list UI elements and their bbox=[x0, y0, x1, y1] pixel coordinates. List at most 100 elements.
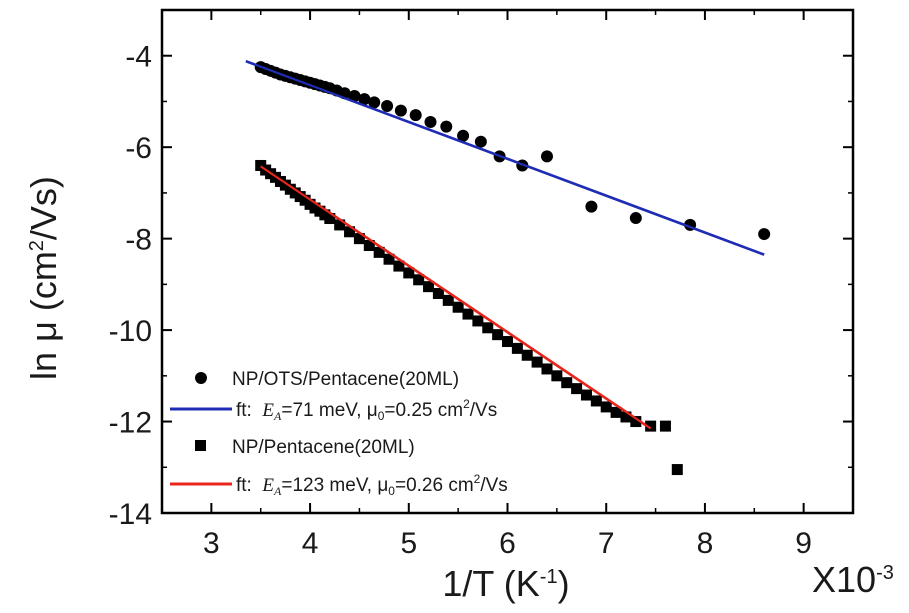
legend-label-fit-1: ft: EA=71 meV, μ0=0.25 cm2/Vs bbox=[236, 397, 497, 423]
data-point-series-2 bbox=[472, 315, 484, 327]
fit-1-mu-value: =0.25 cm bbox=[384, 400, 463, 421]
y-tick-label: -14 bbox=[109, 498, 152, 531]
data-point-series-2 bbox=[482, 322, 494, 334]
fit-1-prefix: ft: bbox=[236, 400, 262, 421]
data-point-series-2 bbox=[344, 226, 356, 238]
data-point-series-2 bbox=[541, 363, 553, 375]
data-point-series-1 bbox=[474, 135, 487, 148]
fit-1-mu-sub: 0 bbox=[378, 409, 385, 423]
legend-label-fit-2: ft: EA=123 meV, μ0=0.26 cm2/Vs bbox=[236, 472, 508, 498]
data-point-series-1 bbox=[540, 150, 553, 163]
legend-marker-square bbox=[195, 440, 206, 451]
data-point-series-2 bbox=[432, 288, 444, 300]
data-point-series-2 bbox=[511, 342, 523, 354]
x-axis-title-close: ) bbox=[558, 563, 570, 604]
data-point-series-2 bbox=[413, 274, 425, 286]
data-point-series-2 bbox=[645, 420, 657, 432]
x-tick-label: 6 bbox=[499, 527, 516, 560]
fit-2-ea-symbol: E bbox=[261, 475, 274, 496]
x-axis-title-sup: -1 bbox=[540, 566, 558, 588]
legend-entry-series-2: NP/Pentacene(20ML) bbox=[195, 437, 415, 458]
y-tick-label: -12 bbox=[109, 407, 152, 440]
legend-entry-series-1: NP/OTS/Pentacene(20ML) bbox=[195, 369, 459, 390]
fit-1-unit-tail: /Vs bbox=[470, 400, 497, 421]
data-point-series-1 bbox=[409, 109, 422, 122]
x-axis-multiplier-exp: -3 bbox=[876, 562, 894, 584]
fit-line-overlay-1 bbox=[245, 60, 765, 256]
data-point-series-2 bbox=[580, 389, 592, 401]
x-tick-label: 8 bbox=[697, 527, 714, 560]
data-point-series-2 bbox=[492, 329, 504, 341]
data-point-series-1 bbox=[358, 93, 371, 106]
y-tick-label: -6 bbox=[125, 132, 152, 165]
data-point-series-2 bbox=[620, 411, 632, 423]
data-point-series-2 bbox=[452, 301, 464, 313]
data-point-series-1 bbox=[440, 120, 453, 133]
fit-2-unit-sup: 2 bbox=[474, 472, 481, 486]
x-tick-label: 9 bbox=[795, 527, 812, 560]
x-axis-multiplier-base: X10 bbox=[812, 559, 876, 600]
legend-label-series-2: NP/Pentacene(20ML) bbox=[232, 437, 415, 458]
y-tick-label: -10 bbox=[109, 315, 152, 348]
x-tick-label: 7 bbox=[598, 527, 615, 560]
data-point-series-2 bbox=[571, 383, 583, 395]
y-axis-title-sup: 2 bbox=[26, 240, 48, 251]
x-tick-label: 5 bbox=[400, 527, 417, 560]
x-tick-label: 4 bbox=[302, 527, 319, 560]
data-point-series-2 bbox=[353, 233, 365, 245]
fit-1-unit-sup: 2 bbox=[463, 397, 470, 411]
data-point-series-2 bbox=[600, 401, 612, 413]
fit-2-mu-value: =0.26 cm bbox=[395, 475, 474, 496]
data-point-series-2 bbox=[610, 406, 622, 418]
plot-area bbox=[245, 59, 771, 476]
data-point-series-1 bbox=[629, 212, 642, 225]
data-point-series-1 bbox=[394, 104, 407, 117]
data-point-series-2 bbox=[502, 336, 513, 348]
x-axis-title-main: 1/T (K bbox=[442, 563, 539, 604]
axes: 3 4 5 6 7 8 9 -4 -6 -8 -10 -12 -14 bbox=[109, 8, 855, 560]
y-axis-title-close: /Vs) bbox=[23, 176, 64, 240]
data-point-series-2 bbox=[363, 239, 375, 251]
fit-line-overlay-2 bbox=[260, 165, 652, 430]
data-point-series-2 bbox=[403, 267, 415, 279]
legend: NP/OTS/Pentacene(20ML) ft: EA=71 meV, μ0… bbox=[170, 369, 508, 498]
data-point-series-2 bbox=[561, 377, 573, 389]
fit-2-unit-tail: /Vs bbox=[480, 475, 507, 496]
data-point-series-2 bbox=[334, 219, 346, 231]
data-point-series-1 bbox=[457, 129, 470, 142]
legend-marker-circle bbox=[195, 372, 207, 384]
data-point-series-2 bbox=[551, 370, 563, 382]
data-point-series-1 bbox=[348, 89, 361, 102]
data-point-series-2 bbox=[521, 349, 533, 361]
y-axis-title: ln μ (cm2/Vs) bbox=[23, 176, 64, 380]
y-axis-title-main: ln μ (cm bbox=[23, 251, 64, 380]
legend-entry-fit-1: ft: EA=71 meV, μ0=0.25 cm2/Vs bbox=[170, 397, 497, 423]
data-point-series-2 bbox=[383, 253, 395, 265]
fit-2-mu-sub: 0 bbox=[388, 484, 395, 498]
data-point-series-2 bbox=[393, 260, 405, 272]
legend-entry-fit-2: ft: EA=123 meV, μ0=0.26 cm2/Vs bbox=[170, 472, 508, 498]
data-point-series-2 bbox=[423, 281, 435, 293]
fit-2-ea-value: =123 meV, bbox=[281, 475, 377, 496]
x-axis-title: 1/T (K-1) bbox=[442, 563, 569, 604]
fit-2-ea-sub: A bbox=[273, 484, 282, 498]
data-point-series-2 bbox=[442, 294, 454, 306]
fit-2-mu-symbol: μ bbox=[377, 475, 388, 496]
x-axis-multiplier: X10-3 bbox=[812, 559, 894, 600]
data-point-series-2 bbox=[324, 213, 336, 225]
legend-label-series-1: NP/OTS/Pentacene(20ML) bbox=[232, 369, 459, 390]
data-point-series-1 bbox=[381, 100, 394, 113]
fit-1-ea-value: =71 meV, bbox=[281, 400, 366, 421]
data-point-series-2 bbox=[659, 420, 671, 432]
data-point-series-2 bbox=[630, 416, 642, 428]
fit-2-prefix: ft: bbox=[236, 475, 262, 496]
data-point-series-2 bbox=[462, 308, 474, 320]
data-point-series-1 bbox=[585, 200, 598, 213]
y-tick-label: -4 bbox=[125, 41, 152, 74]
data-point-series-1 bbox=[758, 228, 771, 241]
x-tick-label: 3 bbox=[203, 527, 220, 560]
data-point-series-1 bbox=[368, 96, 381, 109]
fit-1-ea-sub: A bbox=[273, 409, 282, 423]
data-point-series-2 bbox=[373, 246, 385, 258]
